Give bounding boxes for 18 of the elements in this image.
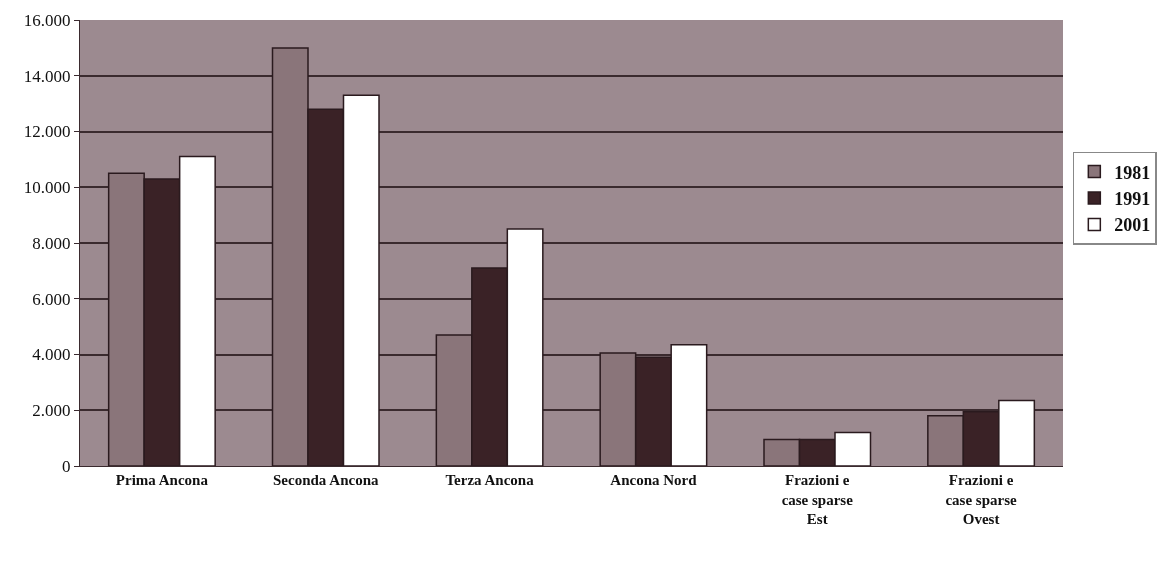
legend-label: 1991 [1114,189,1151,210]
y-tick-label: 14.000 [23,66,71,86]
y-tick-label: 8.000 [32,233,71,253]
y-tick-label: 6.000 [32,289,71,309]
y-tick-label: 2.000 [32,401,71,421]
x-tick-label: Prima Ancona [115,472,209,488]
legend-label: 1981 [1114,162,1151,183]
x-tick-label: Frazioni e case sparse Est [781,472,854,527]
y-tick-label: 10.000 [23,178,71,198]
y-tick-label: 0 [62,456,71,476]
y-tick-label: 16.000 [23,10,71,30]
x-tick-label: Seconda Ancona [273,472,379,488]
x-tick-label: Frazioni e case sparse Ovest [945,472,1018,527]
legend-label: 2001 [1114,215,1151,236]
y-tick-label: 12.000 [23,122,71,142]
x-tick-label: Ancona Nord [610,472,698,488]
x-tick-label: Terza Ancona [445,472,535,488]
y-tick-label: 4.000 [32,345,71,365]
